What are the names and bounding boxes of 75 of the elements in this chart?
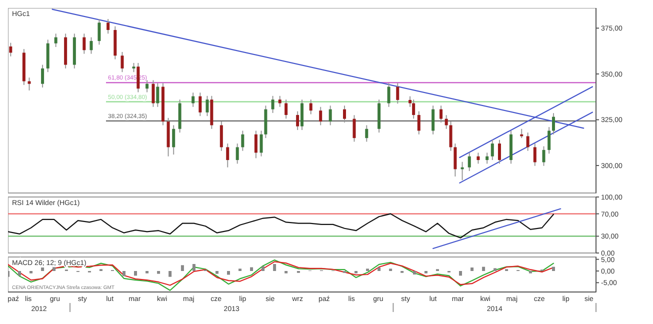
bar [215, 271, 218, 274]
candlestick [156, 82, 160, 108]
candlestick [152, 80, 155, 108]
bar [412, 271, 416, 274]
candlestick [365, 124, 368, 142]
candlestick [198, 92, 202, 117]
line-series [8, 259, 554, 291]
candlestick [278, 95, 282, 108]
candlestick [220, 121, 223, 152]
candlestick [542, 146, 546, 166]
candlestick [236, 143, 239, 164]
candlestick [417, 110, 420, 135]
candlestick [352, 114, 356, 142]
candlestick [28, 77, 31, 91]
candlestick [328, 105, 332, 126]
candlestick [120, 51, 124, 73]
bar [273, 264, 276, 271]
bar [157, 271, 160, 274]
candlestick [54, 33, 58, 48]
candlestick [490, 139, 494, 161]
candlestick [172, 124, 176, 156]
candlestick [260, 130, 263, 157]
candlestick [241, 130, 244, 152]
candlestick [440, 105, 443, 123]
bar [192, 264, 196, 271]
candlestick [192, 92, 195, 108]
candlestick [98, 18, 101, 46]
candlestick [449, 121, 452, 152]
candlestick [454, 143, 457, 178]
bar [180, 265, 184, 271]
candlestick [254, 130, 258, 159]
candlestick [526, 132, 530, 152]
candlestick [548, 126, 551, 154]
candlestick [343, 105, 346, 123]
line-series [8, 261, 554, 286]
candlestick [90, 36, 93, 54]
candlestick [552, 112, 555, 135]
line-series [8, 213, 554, 238]
bar [18, 271, 22, 276]
candlestick [226, 143, 230, 168]
candlestick [206, 95, 209, 117]
bar [122, 271, 126, 276]
bar [227, 271, 230, 275]
candlestick [432, 105, 435, 135]
bar [459, 271, 462, 276]
candlestick [319, 106, 322, 126]
bar [41, 268, 44, 271]
candlestick [387, 82, 390, 108]
candlestick [309, 99, 312, 115]
bar [262, 266, 265, 271]
bar [552, 266, 555, 271]
candlestick [146, 80, 149, 93]
candlestick [271, 95, 274, 114]
candlestick [284, 99, 288, 120]
bar [168, 271, 172, 277]
candlestick [444, 114, 448, 130]
bar [470, 268, 474, 271]
candlestick [476, 152, 480, 164]
candlestick [106, 18, 110, 34]
candlestick [498, 139, 501, 164]
candlestick [412, 99, 416, 120]
bar [134, 271, 138, 276]
bar [378, 268, 381, 271]
candlestick [533, 143, 536, 166]
candlestick [132, 62, 136, 73]
candlestick [296, 110, 300, 130]
bar [482, 266, 486, 271]
bar [250, 267, 254, 271]
candlestick [468, 152, 471, 172]
candlestick [41, 64, 44, 88]
candlestick [300, 99, 304, 130]
candlestick [396, 82, 400, 104]
bar [494, 268, 497, 271]
candlestick [486, 152, 489, 164]
candlestick [82, 33, 86, 54]
